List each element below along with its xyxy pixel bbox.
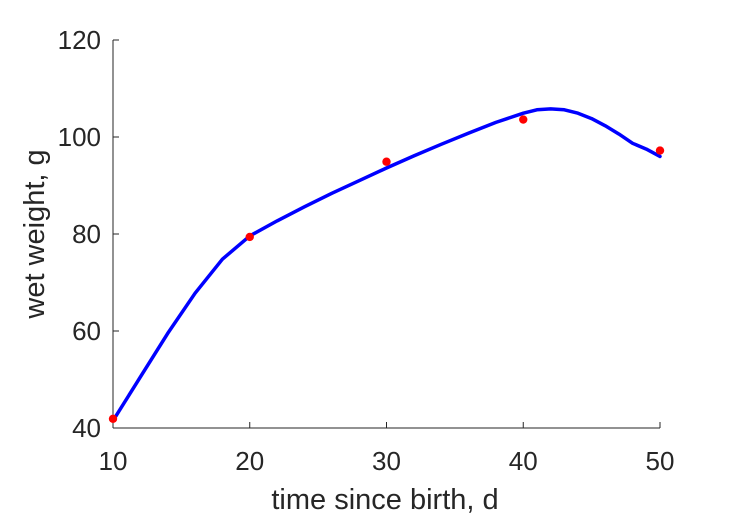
x-tick-label: 50 <box>646 446 675 476</box>
y-tick-label: 40 <box>72 413 101 443</box>
y-tick-label: 120 <box>58 25 101 55</box>
data-point <box>655 146 665 155</box>
y-axis-label: wet weight, g <box>19 149 51 319</box>
plot-area <box>108 107 665 423</box>
x-ticks: 10 20 30 40 50 <box>99 422 675 476</box>
data-point <box>108 414 118 423</box>
axes: 10 20 30 40 50 40 60 80 100 120 <box>58 25 675 476</box>
x-tick-label: 30 <box>372 446 401 476</box>
y-tick-label: 80 <box>72 219 101 249</box>
data-point <box>245 232 254 242</box>
x-tick-label: 40 <box>509 446 538 476</box>
x-axis-label: time since birth, d <box>271 484 498 516</box>
model-fit-line <box>111 107 662 423</box>
data-point <box>519 115 528 124</box>
x-tick-label: 10 <box>99 446 128 476</box>
x-tick-label: 20 <box>235 446 264 476</box>
y-tick-label: 60 <box>72 316 101 346</box>
y-tick-label: 100 <box>58 122 101 152</box>
y-ticks: 40 60 80 100 120 <box>58 25 119 443</box>
data-point <box>382 157 391 166</box>
